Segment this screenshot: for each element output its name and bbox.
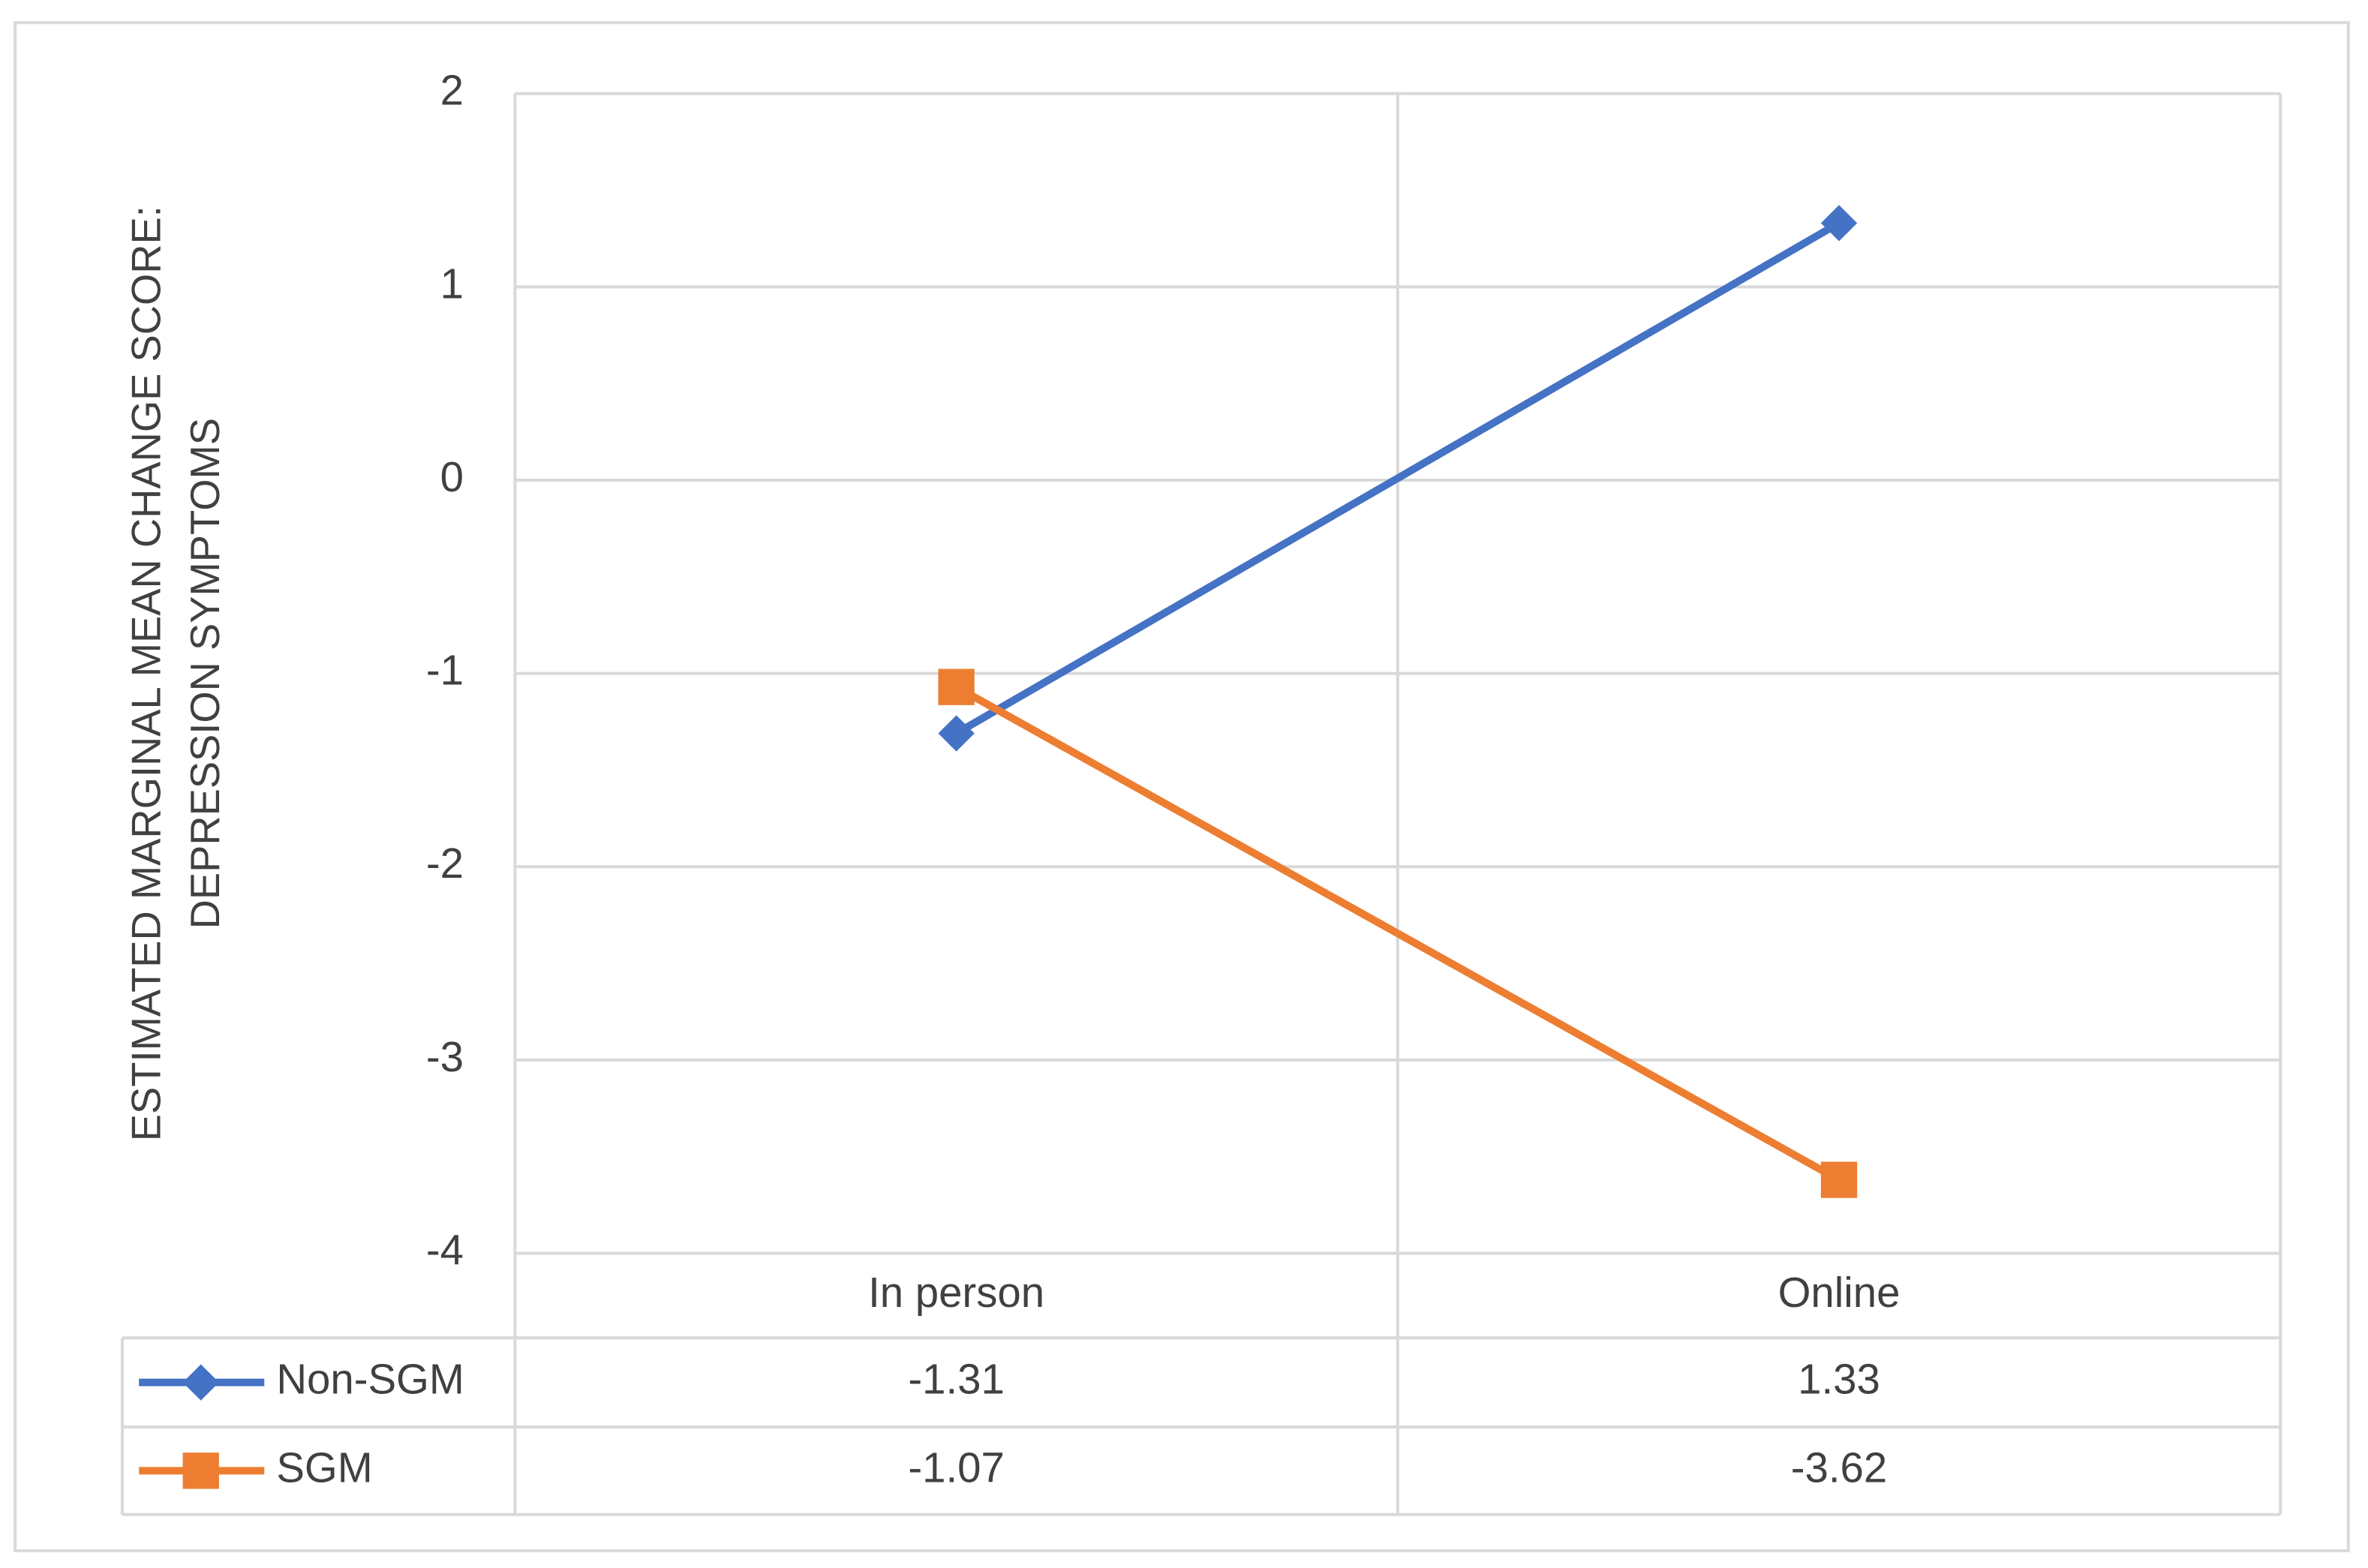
legend-key-marker xyxy=(182,1452,219,1489)
x-tick-label: In person xyxy=(868,1269,1044,1316)
table-value: 1.33 xyxy=(1798,1356,1880,1403)
data-point xyxy=(938,668,975,705)
y-tick-label: 1 xyxy=(440,260,464,307)
y-tick-label: 2 xyxy=(440,67,464,114)
y-axis-label: ESTIMATED MARGINAL MEAN CHANGE SCORE: DE… xyxy=(124,206,229,1142)
legend-key-marker xyxy=(182,1364,219,1401)
y-tick-label: -4 xyxy=(426,1226,464,1273)
series-line xyxy=(954,220,1841,737)
table-value: -1.31 xyxy=(908,1356,1004,1403)
legend-label: Non-SGM xyxy=(276,1356,464,1403)
table-value: -1.07 xyxy=(908,1443,1004,1491)
table-value: -3.62 xyxy=(1791,1443,1887,1491)
y-tick-label: -1 xyxy=(426,647,464,694)
y-tick-label: 0 xyxy=(440,453,464,500)
chart-border xyxy=(14,21,2350,1553)
legend-label: SGM xyxy=(276,1443,372,1491)
y-tick-label: -3 xyxy=(426,1033,464,1080)
series-line xyxy=(954,683,1841,1184)
x-tick-label: Online xyxy=(1778,1269,1901,1316)
data-point xyxy=(1820,1161,1858,1198)
y-axis-label-group: ESTIMATED MARGINAL MEAN CHANGE SCORE: DE… xyxy=(124,206,229,1142)
data-point xyxy=(938,715,975,752)
y-axis-label-box: ESTIMATED MARGINAL MEAN CHANGE SCORE: DE… xyxy=(124,206,229,1142)
y-tick-label: -2 xyxy=(426,840,464,887)
